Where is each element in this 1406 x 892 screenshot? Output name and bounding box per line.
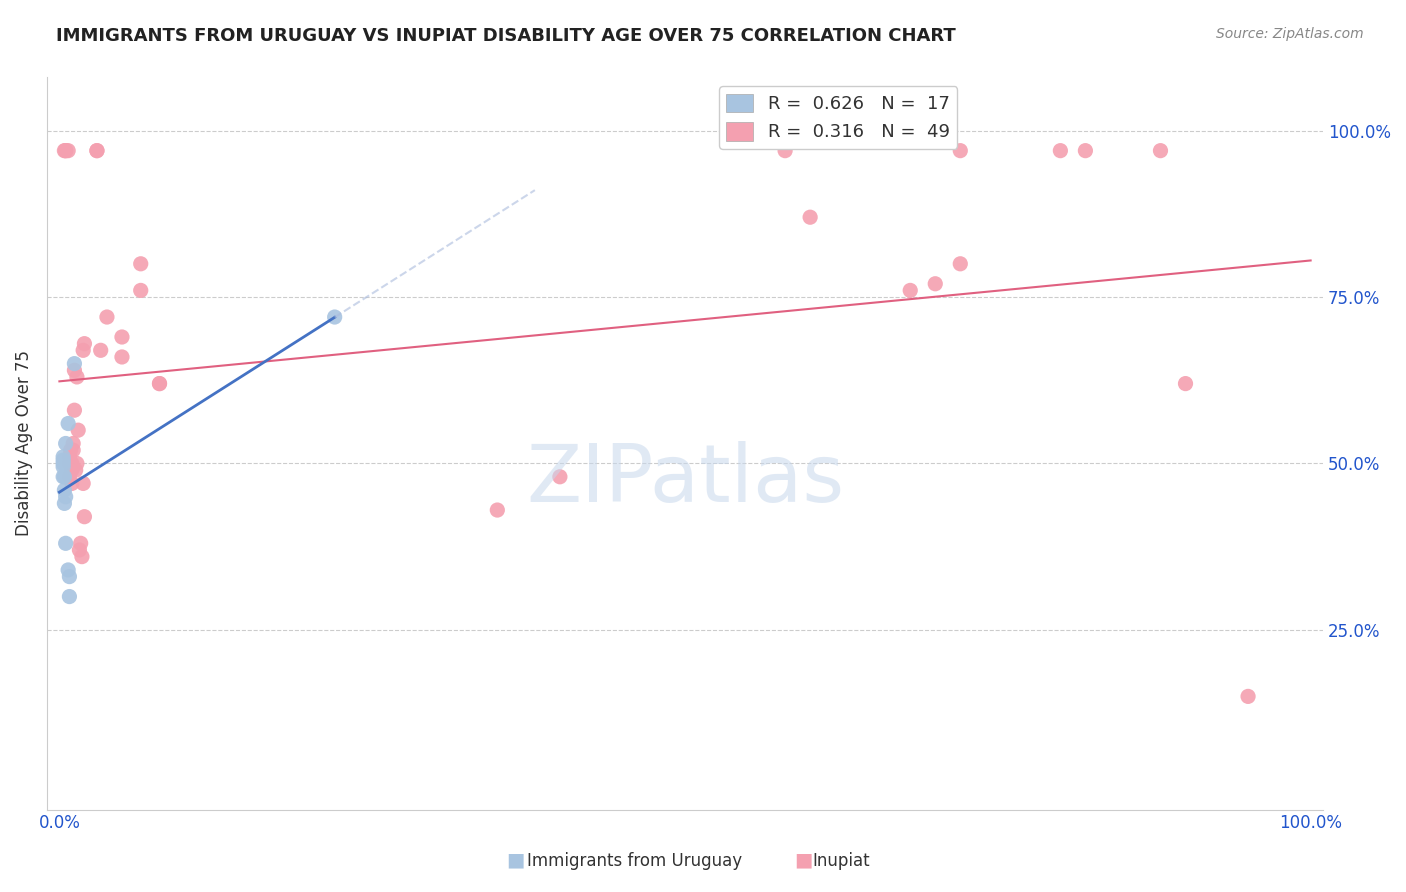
Text: ■: ■: [506, 851, 524, 870]
Point: [52, 459, 75, 474]
Point: [55, 436, 77, 450]
Point: [55, 536, 77, 550]
Point: [72, 343, 94, 358]
Point: [60, 476, 83, 491]
Point: [548, 469, 571, 483]
Point: [148, 376, 170, 391]
Point: [56, 417, 79, 431]
Point: [73, 509, 96, 524]
Point: [62, 443, 84, 458]
Text: IMMIGRANTS FROM URUGUAY VS INUPIAT DISABILITY AGE OVER 75 CORRELATION CHART: IMMIGRANTS FROM URUGUAY VS INUPIAT DISAB…: [56, 27, 956, 45]
Point: [323, 310, 346, 324]
Point: [62, 436, 84, 450]
Point: [58, 569, 80, 583]
Point: [63, 357, 86, 371]
Point: [799, 211, 821, 225]
Point: [66, 457, 89, 471]
Point: [63, 403, 86, 417]
Legend: R =  0.626   N =  17, R =  0.316   N =  49: R = 0.626 N = 17, R = 0.316 N = 49: [720, 87, 957, 149]
Point: [1149, 144, 1171, 158]
Point: [53, 483, 76, 497]
Point: [59, 443, 82, 458]
Point: [60, 463, 83, 477]
Point: [60, 457, 83, 471]
Point: [148, 376, 170, 391]
Point: [949, 144, 972, 158]
Point: [53, 144, 76, 158]
Point: [55, 490, 77, 504]
Point: [58, 590, 80, 604]
Point: [56, 144, 79, 158]
Point: [52, 469, 75, 483]
Point: [69, 536, 91, 550]
Point: [52, 453, 75, 467]
Point: [86, 144, 108, 158]
Point: [63, 363, 86, 377]
Point: [58, 450, 80, 464]
Point: [55, 144, 77, 158]
Text: Source: ZipAtlas.com: Source: ZipAtlas.com: [1216, 27, 1364, 41]
Point: [72, 476, 94, 491]
Y-axis label: Disability Age Over 75: Disability Age Over 75: [15, 351, 32, 536]
Point: [773, 144, 796, 158]
Point: [58, 457, 80, 471]
Point: [1049, 144, 1071, 158]
Point: [1237, 690, 1260, 704]
Point: [73, 336, 96, 351]
Point: [898, 284, 921, 298]
Point: [67, 543, 90, 558]
Point: [70, 549, 93, 564]
Point: [52, 450, 75, 464]
Text: ■: ■: [794, 851, 813, 870]
Point: [1074, 144, 1097, 158]
Point: [924, 277, 946, 291]
Point: [67, 423, 90, 437]
Point: [949, 257, 972, 271]
Point: [58, 469, 80, 483]
Point: [66, 370, 89, 384]
Point: [129, 257, 152, 271]
Point: [129, 284, 152, 298]
Text: ZIPatlas: ZIPatlas: [526, 442, 844, 519]
Point: [111, 330, 134, 344]
Point: [111, 350, 134, 364]
Point: [486, 503, 509, 517]
Point: [1174, 376, 1197, 391]
Point: [96, 310, 118, 324]
Point: [86, 144, 108, 158]
Point: [90, 343, 112, 358]
Text: Inupiat: Inupiat: [813, 852, 870, 870]
Point: [56, 563, 79, 577]
Point: [55, 144, 77, 158]
Text: Immigrants from Uruguay: Immigrants from Uruguay: [527, 852, 742, 870]
Point: [53, 496, 76, 510]
Point: [53, 469, 76, 483]
Point: [52, 457, 75, 471]
Point: [65, 463, 87, 477]
